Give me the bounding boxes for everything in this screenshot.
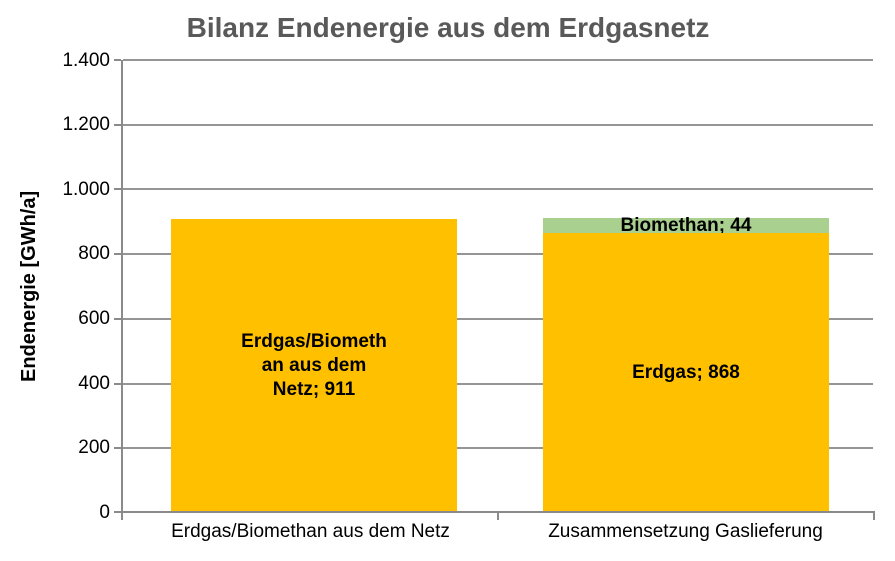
x-axis-line <box>121 511 875 513</box>
bar-label-line: an aus dem <box>261 355 367 377</box>
gridline <box>123 124 873 126</box>
gridline <box>123 447 873 449</box>
gridline <box>123 59 873 61</box>
y-tick-label: 600 <box>78 308 110 329</box>
y-tick-mark <box>114 511 121 513</box>
x-category-label-netz: Erdgas/Biomethan aus dem Netz <box>171 521 450 542</box>
bar-segment-erdgas: Erdgas; 868 <box>543 233 829 513</box>
chart-title: Bilanz Endenergie aus dem Erdgasnetz <box>186 12 710 43</box>
y-tick-label: 200 <box>78 437 110 458</box>
y-tick-label: 800 <box>78 243 110 264</box>
y-tick-mark <box>114 124 121 126</box>
x-category-label-gaslieferung: Zusammensetzung Gaslieferung <box>548 521 823 542</box>
gridline <box>123 318 873 320</box>
y-tick-mark <box>114 447 121 449</box>
bar-label-line: Netz; 911 <box>272 378 356 400</box>
y-tick-mark <box>114 318 121 320</box>
y-axis-line <box>121 60 123 520</box>
x-tick-mark <box>497 513 499 520</box>
gridline <box>123 253 873 255</box>
y-tick-mark <box>114 383 121 385</box>
bar-label-erdgas: Erdgas; 868 <box>632 362 740 384</box>
bar-segment-biomethan: Biomethan; 44 <box>543 215 829 236</box>
y-tick-mark <box>114 59 121 61</box>
y-tick-label: 1.200 <box>62 114 110 135</box>
gridline <box>123 188 873 190</box>
y-tick-label: 0 <box>99 502 110 523</box>
bar-label-netz: Erdgas/Biometh an aus dem Netz; 911 <box>241 330 387 401</box>
y-tick-mark <box>114 253 121 255</box>
gridline <box>123 383 873 385</box>
bar-label-biomethan: Biomethan; 44 <box>620 214 752 236</box>
y-tick-mark <box>114 188 121 190</box>
x-tick-mark <box>121 513 123 520</box>
y-tick-label: 1.000 <box>62 179 110 200</box>
y-tick-label: 1.400 <box>62 50 110 71</box>
y-tick-label: 400 <box>78 373 110 394</box>
bar-erdgas-biomethan-netz: Erdgas/Biometh an aus dem Netz; 911 <box>171 219 457 513</box>
x-tick-mark <box>873 513 875 520</box>
bar-label-line: Erdgas/Biometh <box>241 331 387 353</box>
